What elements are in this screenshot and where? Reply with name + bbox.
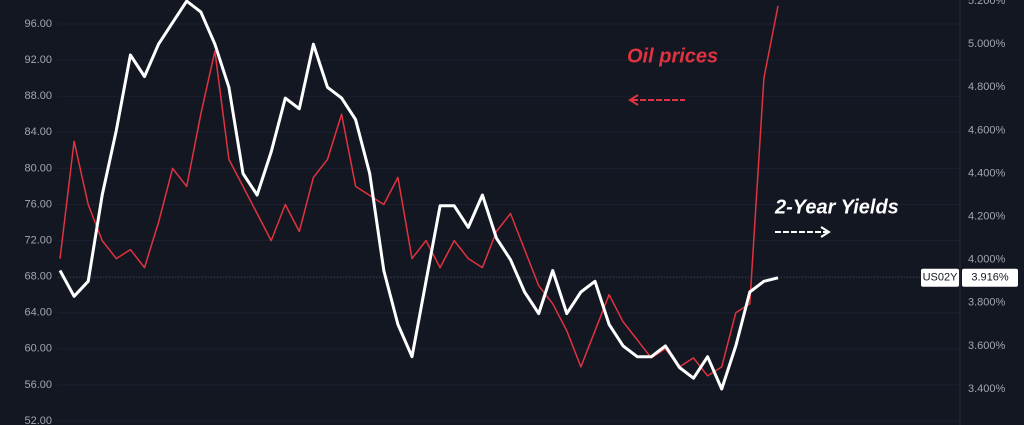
left-arrow xyxy=(628,94,685,106)
symbol-label: US02Y xyxy=(923,272,959,284)
y-tick-label: 76.00 xyxy=(24,198,52,210)
y-tick-label: 96.00 xyxy=(24,18,52,30)
y-tick-label: 72.00 xyxy=(24,234,52,246)
y2-tick-label: 5.200% xyxy=(968,0,1006,7)
y-tick-label: 68.00 xyxy=(24,271,52,283)
y2-tick-label: 4.800% xyxy=(968,81,1006,93)
right-arrow xyxy=(775,226,831,238)
y-tick-label: 56.00 xyxy=(24,379,52,391)
y2-tick-label: 4.400% xyxy=(968,167,1006,179)
value-box xyxy=(962,268,1018,287)
oil-annotation: Oil prices xyxy=(627,45,718,67)
y-tick-label: 92.00 xyxy=(24,54,52,66)
y2-tick-label: 5.000% xyxy=(968,38,1006,50)
symbol-box xyxy=(921,268,959,287)
y-tick-label: 84.00 xyxy=(24,126,52,138)
series-line xyxy=(58,0,779,391)
y-tick-label: 64.00 xyxy=(24,307,52,319)
series-line xyxy=(59,5,779,377)
y2-tick-label: 4.600% xyxy=(968,124,1006,136)
y-tick-label: 88.00 xyxy=(24,90,52,102)
y2-tick-label: 3.400% xyxy=(968,383,1006,395)
y2-tick-label: 3.600% xyxy=(968,340,1006,352)
y-tick-label: 60.00 xyxy=(24,343,52,355)
y-tick-label: 80.00 xyxy=(24,162,52,174)
y2-tick-label: 4.200% xyxy=(968,211,1006,223)
y2-tick-label: 4.000% xyxy=(968,254,1006,266)
yield-annotation: 2-Year Yields xyxy=(774,196,899,218)
last-value-label: 3.916% xyxy=(971,272,1009,284)
y2-tick-label: 3.800% xyxy=(968,297,1006,309)
y-tick-label: 52.00 xyxy=(24,415,52,425)
